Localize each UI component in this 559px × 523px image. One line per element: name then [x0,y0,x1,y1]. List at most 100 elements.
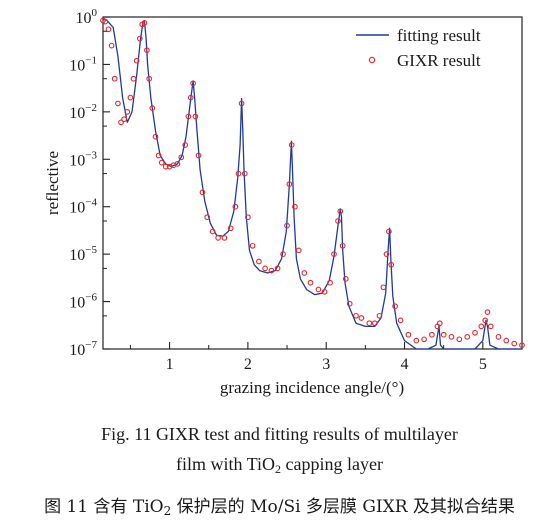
gixr-data-point [199,189,206,196]
gixr-data-point [295,247,302,254]
gixr-data-point [121,116,127,123]
gixr-data-point [327,279,333,286]
gixr-data-point [366,320,373,327]
gixr-data-point [182,142,189,148]
gixr-data-point [472,329,478,336]
gixr-data-point [342,276,349,282]
gixr-data-point [209,228,216,235]
gixr-data-point [241,170,248,177]
y-axis-label: reflective [43,151,62,215]
gixr-data-point [495,334,502,340]
gixr-data-point [102,18,109,25]
gixr-data-point [405,331,412,338]
x-tick-label: 2 [244,356,252,373]
gixr-data-point [388,261,395,268]
y-tick-label: 10−7 [69,339,97,359]
y-tick-label: 10−1 [69,54,97,74]
gixr-data-point [335,218,341,224]
gixr-data-point [124,109,131,115]
legend-label-fitting: fitting result [397,26,481,45]
gixr-data-point [386,228,392,235]
gixr-data-point [280,251,286,257]
gixr-data-point [339,242,346,249]
plot-frame [102,16,523,350]
y-tick-label: 100 [76,7,98,27]
caption-cn-subscript: 2 [163,504,172,518]
series-layer [100,17,525,350]
gixr-data-point [371,320,378,327]
y-tick-label: 10−3 [69,149,97,169]
y-tick-label: 10−6 [69,292,97,312]
caption-english-line1: Fig. 11 GIXR test and fitting results of… [101,424,458,444]
gixr-data-point [146,75,153,82]
gixr-data-point [111,75,118,82]
gixr-data-point [436,320,443,327]
gixr-data-point [429,331,435,338]
gixr-data-point [127,94,134,101]
gixr-data-point [288,142,295,148]
gixr-data-point [215,235,221,241]
gixr-data-point [232,203,239,210]
gixr-data-point [158,159,165,166]
gixr-data-point [448,334,455,340]
legend: fitting result GIXR result [356,26,481,70]
gixr-data-point [262,265,268,272]
chart: 1 2 3 4 5 100 10−1 10−2 10−3 10−4 10−5 10−6 10−7 gra… [43,7,525,397]
gixr-data-point [346,300,353,307]
gixr-data-point [358,315,365,321]
gixr-data-point [133,57,140,64]
gixr-data-point [484,309,491,315]
gixr-data-point [380,284,387,291]
gixr-data-point [162,163,169,170]
caption-chinese: 图 11 含有 TiO2 保护层的 Mo/Si 多层膜 GIXR 及其拟合结果 [0,492,559,518]
y-tick-label: 10−4 [69,197,97,217]
gixr-data-point [155,152,162,159]
x-tick-label: 5 [479,356,487,373]
gixr-data-point [482,317,489,324]
gixr-data-point [284,222,290,229]
gixr-data-point [249,242,256,249]
gixr-data-point [331,251,337,257]
x-axis-label: grazing incidence angle/(°) [220,378,404,397]
gixr-data-point [487,323,494,330]
gixr-data-point [456,336,463,343]
gixr-data-point [149,105,156,111]
gixr-data-point [152,133,159,140]
gixr-data-point [221,235,228,241]
gixr-data-point [503,337,510,344]
fitting-result-line [102,18,522,350]
gixr-data-point [392,303,398,310]
x-tick-label: 3 [322,356,330,373]
gixr-data-point [136,35,143,42]
caption-en2-text: film with TiO [176,454,276,474]
gixr-data-point [195,152,202,159]
caption-english-line2: film with TiO2 capping layer [0,454,559,477]
gixr-data-point [519,342,525,349]
gixr-data-point [190,80,196,87]
gixr-data-point [274,265,281,272]
x-tick-label: 4 [401,356,409,373]
y-tick-label: 10−5 [69,244,97,264]
gixr-data-point [118,119,124,126]
gixr-data-point [130,75,137,82]
caption-cn-text: 图 11 含有 TiO [44,497,164,517]
gixr-data-point [307,279,314,286]
gixr-data-point [238,100,245,107]
gixr-data-point [478,323,485,330]
caption-en2-rest: capping layer [281,454,383,474]
gixr-data-point [141,20,148,26]
legend-label-gixr: GIXR result [397,51,481,70]
gixr-data-point [108,42,115,49]
gixr-data-point [421,336,427,343]
x-tick-label: 1 [166,356,174,373]
y-tick-label: 10−2 [69,102,97,122]
gixr-data-point [227,225,234,232]
gixr-data-point [235,170,242,177]
gixr-data-point [178,154,185,161]
gixr-data-point [286,181,293,187]
legend-marker-swatch [368,56,376,64]
gixr-data-point [115,100,121,107]
caption-cn-rest: 保护层的 Mo/Si 多层膜 GIXR 及其拟合结果 [171,497,515,517]
gixr-data-point [464,334,471,340]
gixr-data-point [440,331,447,338]
